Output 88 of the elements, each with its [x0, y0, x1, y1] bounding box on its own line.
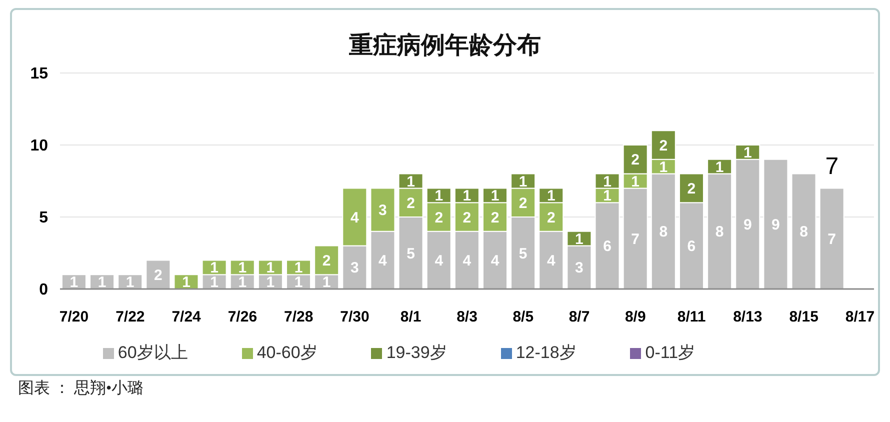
data-label: 1: [659, 158, 668, 176]
data-label: 3: [378, 202, 387, 220]
data-label: 6: [603, 238, 612, 256]
data-label: 1: [546, 188, 556, 205]
data-label: 4: [490, 252, 500, 270]
x-tick-label: 7/28: [284, 308, 314, 326]
data-label: 1: [631, 173, 640, 190]
data-label: 1: [182, 274, 190, 292]
data-label: 1: [210, 274, 218, 292]
data-label: 8: [800, 224, 808, 241]
data-label: 4: [378, 252, 388, 270]
data-label: 2: [406, 194, 415, 212]
x-tick-label: 8/7: [568, 308, 590, 326]
data-label: 4: [546, 252, 556, 270]
data-label: 2: [322, 252, 331, 270]
data-label: 1: [434, 188, 444, 205]
data-label: 1: [294, 260, 303, 277]
data-label: 2: [434, 209, 444, 226]
bar: [146, 260, 171, 289]
data-label: 1: [518, 173, 528, 190]
x-tick-label: 8/13: [733, 308, 762, 326]
bar: [763, 158, 788, 289]
data-label: 2: [631, 152, 640, 169]
y-tick-label: 15: [30, 66, 48, 83]
data-label: 2: [687, 180, 696, 198]
data-label: 1: [126, 274, 134, 292]
legend-label: 19-39岁: [386, 343, 447, 362]
x-tick-label: 7/26: [228, 308, 258, 326]
data-label: 9: [743, 216, 752, 234]
bar: [791, 173, 816, 289]
x-tick-label: 8/11: [677, 308, 706, 326]
legend-label: 40-60岁: [256, 343, 318, 362]
y-tick-label: 0: [39, 282, 48, 299]
data-label: 1: [294, 274, 303, 292]
data-label: 2: [154, 266, 162, 284]
data-label: 2: [490, 209, 500, 226]
data-label: 1: [238, 260, 247, 277]
x-tick-label: 8/15: [789, 308, 818, 326]
data-label: 8: [715, 224, 724, 241]
data-label: 1: [490, 188, 500, 205]
chart-title: 重症病例年龄分布: [348, 31, 542, 61]
data-label: 1: [575, 230, 584, 248]
data-label: 2: [659, 137, 668, 154]
data-label: 3: [575, 260, 584, 277]
data-label: 1: [462, 188, 472, 205]
y-tick-label: 10: [30, 138, 48, 155]
data-label: 1: [238, 274, 247, 292]
data-label: 2: [518, 194, 528, 212]
data-label: 6: [687, 238, 696, 256]
legend-label: 0-11岁: [645, 343, 696, 362]
x-tick-label: 7/24: [172, 308, 202, 326]
data-label: 1: [322, 274, 331, 292]
data-label: 1: [406, 173, 415, 190]
x-tick-label: 8/17: [845, 308, 875, 326]
data-label: 7: [631, 230, 640, 248]
data-label: 2: [462, 209, 472, 226]
data-label: 1: [603, 173, 612, 190]
text: 图表 ： 思翔•小璐: [18, 378, 144, 399]
data-label: 5: [406, 245, 415, 262]
data-label: 1: [715, 158, 724, 176]
data-label: 1: [98, 274, 106, 292]
data-label: 1: [210, 260, 218, 277]
data-label: 4: [350, 209, 360, 226]
bar: [819, 188, 844, 289]
x-tick-label: 7/22: [116, 308, 145, 326]
data-label: 9: [772, 216, 780, 234]
data-label: 1: [603, 188, 612, 205]
data-label: 8: [659, 224, 668, 241]
data-label: 4: [462, 252, 472, 270]
data-label: 1: [266, 260, 275, 277]
data-label: 5: [518, 245, 528, 262]
x-tick-label: 8/3: [456, 308, 478, 326]
x-tick-label: 8/1: [400, 308, 422, 326]
x-tick-label: 8/5: [512, 308, 534, 326]
y-tick-label: 5: [39, 210, 48, 227]
data-label: 2: [546, 209, 556, 226]
data-label: 1: [743, 144, 752, 162]
data-label: 1: [266, 274, 275, 292]
x-tick-label: 7/20: [59, 308, 89, 326]
legend-label: 12-18岁: [516, 343, 576, 362]
data-label: 7: [828, 230, 836, 248]
data-label: 1: [70, 274, 78, 292]
data-label: 3: [350, 260, 359, 277]
x-tick-label: 7/30: [340, 308, 370, 326]
x-tick-label: 8/9: [624, 308, 646, 326]
data-label: 4: [434, 252, 444, 270]
total-label: 7: [825, 153, 839, 180]
legend-label: 60岁以上: [118, 343, 188, 362]
